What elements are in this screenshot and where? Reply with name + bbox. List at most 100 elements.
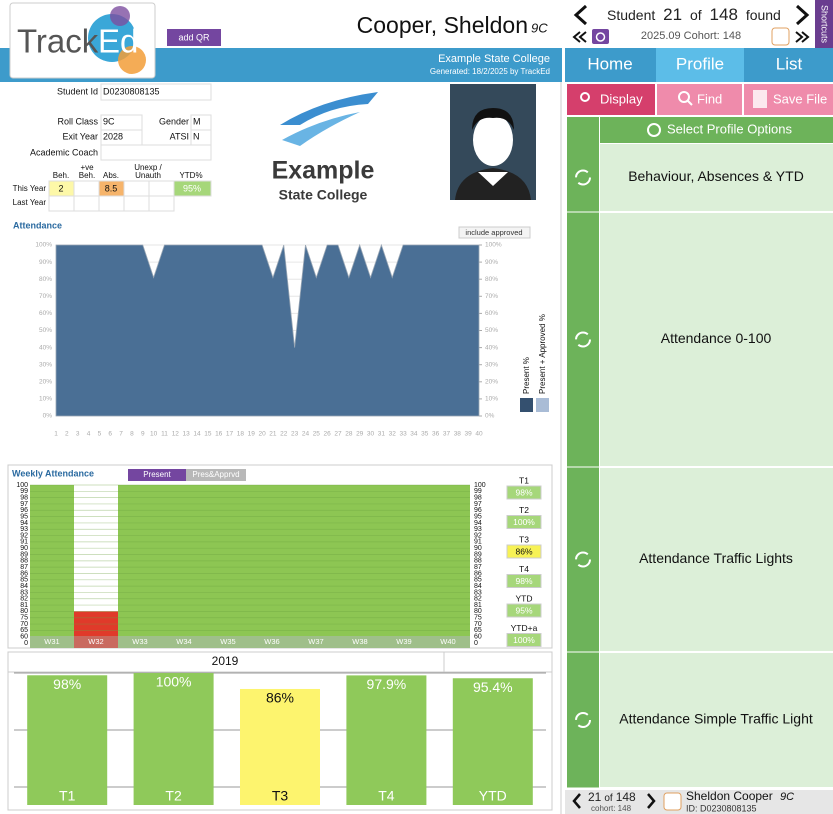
week-bar [162,485,206,643]
photo-silhouette [473,114,513,166]
x-tick-label: 9 [141,431,145,438]
x-tick-label: YTD [479,788,507,804]
y-tick-label: 40% [39,344,52,351]
action-label: Display [600,91,643,106]
toggle-present[interactable] [128,469,186,481]
legend-label: Present + Approved % [538,314,547,394]
x-tick-label: T3 [272,788,289,804]
refresh-icon [575,169,591,186]
week-label-highlight [74,636,118,648]
action-label: Find [697,91,722,106]
first-arrow[interactable] [572,31,587,43]
shortcuts-tab[interactable] [815,0,833,48]
field-value: M [193,116,201,126]
pdf-icon [753,90,767,108]
school-logo-text: Example [272,157,375,185]
y2-tick-label: 70% [485,293,498,300]
col-header: Unexp / [134,163,162,172]
x-tick-label: 31 [378,431,386,438]
x-tick-label: 29 [356,431,364,438]
term-box [506,485,542,500]
find-button[interactable] [657,84,742,115]
include-approved-button[interactable] [458,226,531,239]
field-value: 2028 [103,131,123,141]
x-tick-label: 19 [248,431,256,438]
y2-tick-label: 91 [474,539,482,546]
term-box [506,603,542,618]
attendance-area [55,243,480,417]
footer-cohort: cohort: 148 [591,804,632,813]
cell [148,180,175,197]
camera-button[interactable] [592,29,609,44]
last-arrow[interactable] [795,31,810,43]
y2-tick-label: 0% [485,413,495,420]
option-row[interactable] [600,653,833,787]
y2-tick-label: 95 [474,513,482,520]
y-tick-label: 70% [39,293,52,300]
chart-title: Weekly Attendance [12,468,94,478]
generated-note: Generated: 18/2/2025 by TrackEd [430,67,550,76]
prev-arrow[interactable] [573,4,588,26]
y2-tick-label: 10% [485,396,498,403]
toggle-approved[interactable] [186,469,246,481]
y2-tick-label: 92 [474,532,482,539]
field-value: N [193,131,200,141]
footer-checkbox[interactable] [663,792,682,811]
shortcuts-label: Shortcuts [820,5,830,44]
x-tick-label: 10 [150,431,158,438]
tab-active[interactable] [656,48,744,82]
toggle-label: Present [143,470,171,479]
y-tick-label: 81 [20,602,28,609]
option-row[interactable] [600,468,833,651]
y2-tick-label: 82 [474,596,482,603]
x-tick-label: W35 [220,637,235,646]
option-row[interactable] [600,213,833,466]
add-qr-button[interactable] [167,29,221,46]
option-list: Behaviour, Absences & YTD Attendance 0-10… [567,144,833,789]
y-tick-label: 20% [39,379,52,386]
y2-tick-label: 100% [485,242,502,249]
student-info: Student Id D0230808135 Roll Class 9C Gen… [30,83,212,161]
footer-prev[interactable] [572,793,581,809]
option-row[interactable] [600,144,833,211]
y2-tick-label: 93 [474,526,482,533]
x-tick-label: W34 [176,637,191,646]
y-tick-label: 95 [20,513,28,520]
y2-tick-label: 80 [474,608,482,615]
tab[interactable]: List [776,54,803,73]
col-header: Abs. [103,171,119,180]
cell [73,180,100,197]
nav-text: Student 21 of 148 found [607,5,781,24]
display-icon [580,92,590,102]
y-tick-label: 98 [20,494,28,501]
term-label: YTD+a [511,623,538,633]
x-tick-label: 22 [280,431,288,438]
y2-tick-label: 96 [474,507,482,514]
select-checkbox[interactable] [771,27,790,46]
next-arrow[interactable] [795,4,810,26]
y-tick-label: 91 [20,539,28,546]
y-tick-label: 83 [20,589,28,596]
week-bar [250,485,294,643]
term-label: T4 [519,564,529,574]
legend-swatch [520,398,533,412]
tab[interactable]: Profile [676,54,724,73]
tab[interactable]: Home [587,54,632,73]
y2-tick-label: 86 [474,570,482,577]
col-header: Unauth [135,171,161,180]
footer-position: 21 of 148 [588,790,636,804]
field-label: ATSI [170,131,189,141]
y2-tick-label: 100 [474,482,486,489]
x-tick-label: W39 [396,637,411,646]
y2-tick-label: 40% [485,344,498,351]
y-tick-label: 10% [39,396,52,403]
chart-title: 2019 [212,654,239,668]
term-bar [133,673,214,805]
y2-tick-label: 30% [485,361,498,368]
camera-icon [595,32,606,42]
footer-next[interactable] [647,793,656,809]
col-header: YTD% [179,171,202,180]
y2-tick-label: 65 [474,627,482,634]
x-tick-label: 13 [183,431,191,438]
